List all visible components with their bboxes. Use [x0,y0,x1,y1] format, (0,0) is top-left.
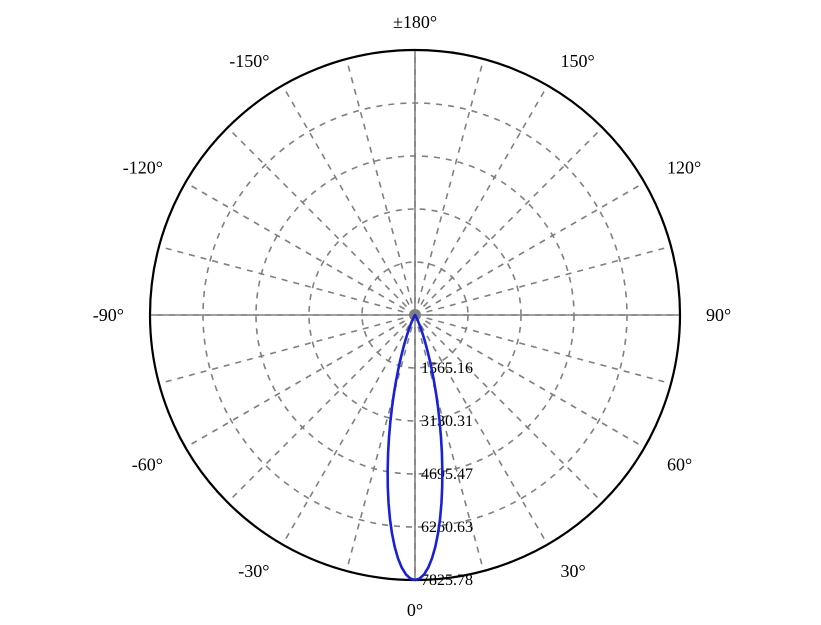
angle-label: -90° [93,305,124,325]
angle-label: -150° [229,51,269,71]
radial-tick-label: 7825.78 [421,572,473,589]
angle-label: -120° [123,158,163,178]
radial-tick-label: 3130.31 [421,413,473,430]
polar-chart: 1565.16 3130.31 4695.47 6260.63 7825.78 0° 30°… [0,0,821,625]
angle-label: 120° [667,158,701,178]
angle-label: ±180° [393,12,437,32]
angle-label: 60° [667,455,692,475]
angle-label: 150° [561,51,595,71]
radial-tick-label: 6260.63 [421,519,473,536]
angle-label: -60° [132,455,163,475]
radial-tick-label: 4695.47 [421,466,473,483]
angle-label: 90° [706,305,731,325]
angle-label: 30° [561,561,586,581]
angle-label: 0° [407,600,423,620]
radial-tick-label: 1565.16 [421,360,473,377]
angle-label: -30° [238,561,269,581]
